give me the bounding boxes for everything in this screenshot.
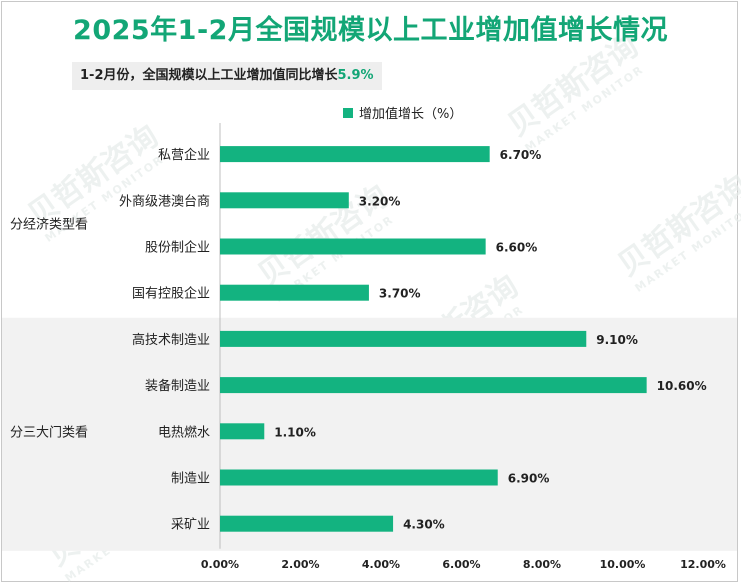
legend-swatch [343,107,353,118]
category-label: 股份制企业 [145,240,210,256]
data-label: 10.60% [657,379,707,393]
group-label: 分三大门类看 [10,424,88,440]
data-label: 6.60% [496,241,538,255]
category-label: 电热燃水 [158,424,210,440]
category-label: 采矿业 [171,518,210,533]
legend-label: 增加值增长（%） [359,107,463,122]
subtitle-text: 1-2月份，全国规模以上工业增加值同比增长 [80,68,338,83]
category-label: 外商级港澳台商 [119,193,210,209]
category-label: 国有控股企业 [132,286,210,302]
category-label: 私营企业 [158,147,210,163]
data-label: 1.10% [274,425,316,439]
x-tick-label: 6.00% [442,558,480,571]
x-tick-label: 0.00% [201,558,239,571]
group-label: 分经济类型看 [10,216,88,232]
subtitle-value: 5.9% [337,68,374,83]
data-label: 4.30% [403,518,445,532]
x-tick-label: 8.00% [523,558,561,571]
x-tick-label: 4.00% [362,558,400,571]
bar [220,515,394,532]
data-label: 6.90% [508,472,550,486]
bar [220,146,490,163]
category-label: 装备制造业 [145,378,210,394]
category-label: 制造业 [171,472,210,487]
bar [220,192,349,209]
subtitle-box: 1-2月份，全国规模以上工业增加值同比增长5.9% [72,62,382,90]
data-label: 3.20% [359,194,401,208]
bar [220,469,498,486]
legend: 增加值增长（%） [343,103,462,122]
bar [220,423,265,440]
bar [220,330,587,347]
x-tick-label: 12.00% [680,558,726,571]
x-tick-label: 10.00% [600,558,646,571]
data-label: 3.70% [379,287,421,301]
x-tick-label: 2.00% [281,558,319,571]
bar [220,238,486,255]
bar [220,284,369,301]
data-label: 9.10% [596,333,638,347]
group-band [2,317,737,551]
bar [220,377,647,394]
data-label: 6.70% [500,148,542,162]
chart-title: 2025年1-2月全国规模以上工业增加值增长情况 [73,15,668,46]
category-label: 高技术制造业 [132,332,210,348]
